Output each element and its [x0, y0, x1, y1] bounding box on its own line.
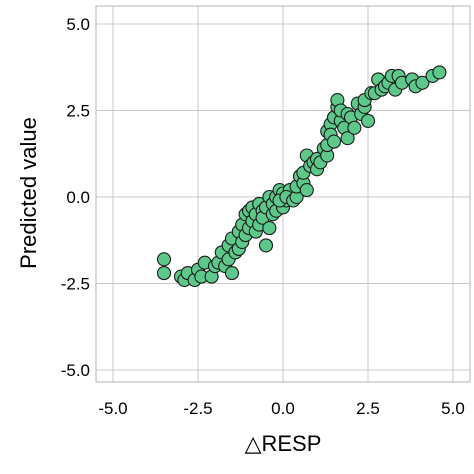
x-axis-title: △RESP: [245, 431, 322, 456]
x-tick-label: 5.0: [441, 399, 465, 418]
data-points: [156, 65, 447, 288]
x-tick-label: -5.0: [98, 399, 127, 418]
x-tick-label: 0.0: [271, 399, 295, 418]
data-point: [258, 238, 274, 253]
data-point: [326, 134, 342, 149]
data-point: [347, 120, 362, 135]
data-point: [415, 75, 430, 90]
y-axis-title: Predicted value: [16, 117, 41, 269]
x-tick-label: 2.5: [356, 399, 380, 418]
data-point: [224, 266, 240, 281]
grid-lines: [96, 6, 470, 382]
x-tick-labels: -5.0 -2.5 0.0 2.5 5.0: [98, 399, 464, 418]
data-point: [360, 113, 376, 128]
y-tick-label: -5.0: [61, 361, 90, 380]
data-point: [156, 252, 172, 267]
data-point: [432, 65, 447, 80]
y-tick-label: -2.5: [61, 275, 90, 294]
y-tick-label: 5.0: [66, 15, 90, 34]
data-point: [156, 266, 172, 281]
y-tick-labels: 5.0 2.5 0.0 -2.5 -5.0: [61, 15, 90, 380]
data-point: [340, 131, 355, 146]
x-tick-label: -2.5: [183, 399, 212, 418]
y-tick-label: 0.0: [66, 188, 90, 207]
data-point: [299, 183, 314, 198]
y-tick-label: 2.5: [66, 102, 90, 121]
data-point: [262, 221, 277, 236]
